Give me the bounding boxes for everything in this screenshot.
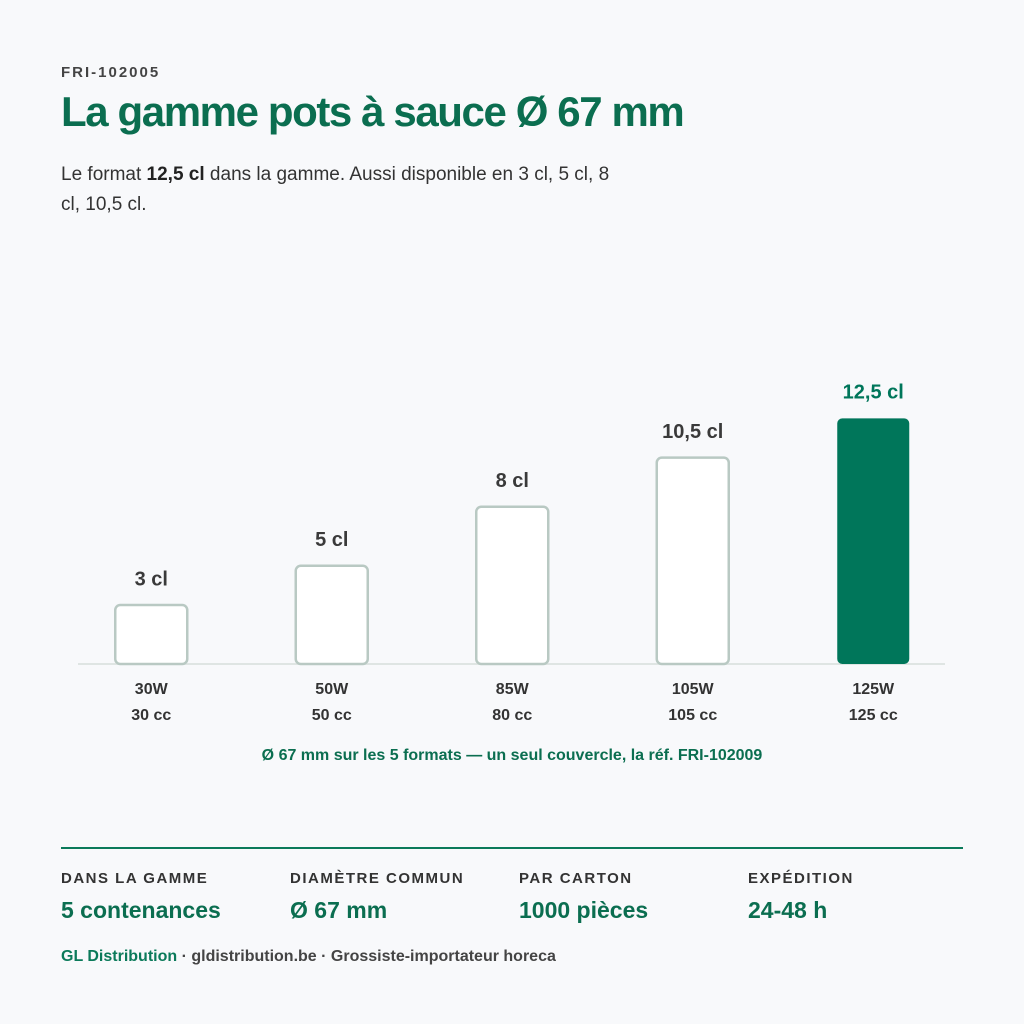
bar <box>475 505 550 666</box>
stat-label: PAR CARTON <box>519 870 633 887</box>
bar <box>294 564 369 666</box>
value-label: 8 cl <box>496 470 529 492</box>
subtitle-highlight: 12,5 cl <box>146 164 205 185</box>
stat-label: DANS LA GAMME <box>61 870 209 887</box>
x-tick-sublabel: 80 cc <box>492 707 532 724</box>
x-tick-label: 85W <box>496 681 530 698</box>
stat: DIAMÈTRE COMMUN Ø 67 mm <box>290 870 464 924</box>
brand: GL Distribution <box>61 948 178 965</box>
stat: DANS LA GAMME 5 contenances <box>61 870 221 924</box>
stat-label: DIAMÈTRE COMMUN <box>290 870 465 887</box>
footer-text: · gldistribution.be · Grossiste-importat… <box>181 948 556 965</box>
x-tick-label: 125W <box>852 681 895 698</box>
bar <box>655 456 730 666</box>
value-label: 10,5 cl <box>662 421 723 443</box>
subtitle-text: dans la gamme. Aussi disponible en 3 cl,… <box>61 164 610 215</box>
bar <box>114 603 189 666</box>
x-tick-sublabel: 125 cc <box>849 707 898 724</box>
bar <box>837 418 910 664</box>
x-tick-sublabel: 30 cc <box>131 707 171 724</box>
x-tick-label: 105W <box>672 681 715 698</box>
stat: EXPÉDITION 24-48 h <box>748 870 854 924</box>
x-tick-sublabel: 50 cc <box>312 707 352 724</box>
x-tick-label: 30W <box>135 681 169 698</box>
stat-value: 24-48 h <box>748 897 828 923</box>
value-label: 5 cl <box>315 529 348 551</box>
product-code: FRI-102005 <box>61 64 161 81</box>
stat-label: EXPÉDITION <box>748 870 854 887</box>
annotation: Ø 67 mm sur les 5 formats — un seul couv… <box>262 747 763 764</box>
subtitle: Le format 12,5 cl dans la gamme. Aussi d… <box>61 160 621 220</box>
value-label: 3 cl <box>135 568 168 590</box>
page-title: La gamme pots à sauce Ø 67 mm <box>61 88 685 135</box>
stat: PAR CARTON 1000 pièces <box>519 870 648 924</box>
footer: GL Distribution · gldistribution.be · Gr… <box>61 948 556 966</box>
value-label: 12,5 cl <box>843 382 904 404</box>
stat-value: 5 contenances <box>61 897 221 923</box>
subtitle-text: Le format <box>61 164 147 185</box>
stat-value: 1000 pièces <box>519 897 649 923</box>
x-tick-label: 50W <box>315 681 349 698</box>
stat-value: Ø 67 mm <box>290 897 388 923</box>
x-tick-sublabel: 105 cc <box>668 707 717 724</box>
